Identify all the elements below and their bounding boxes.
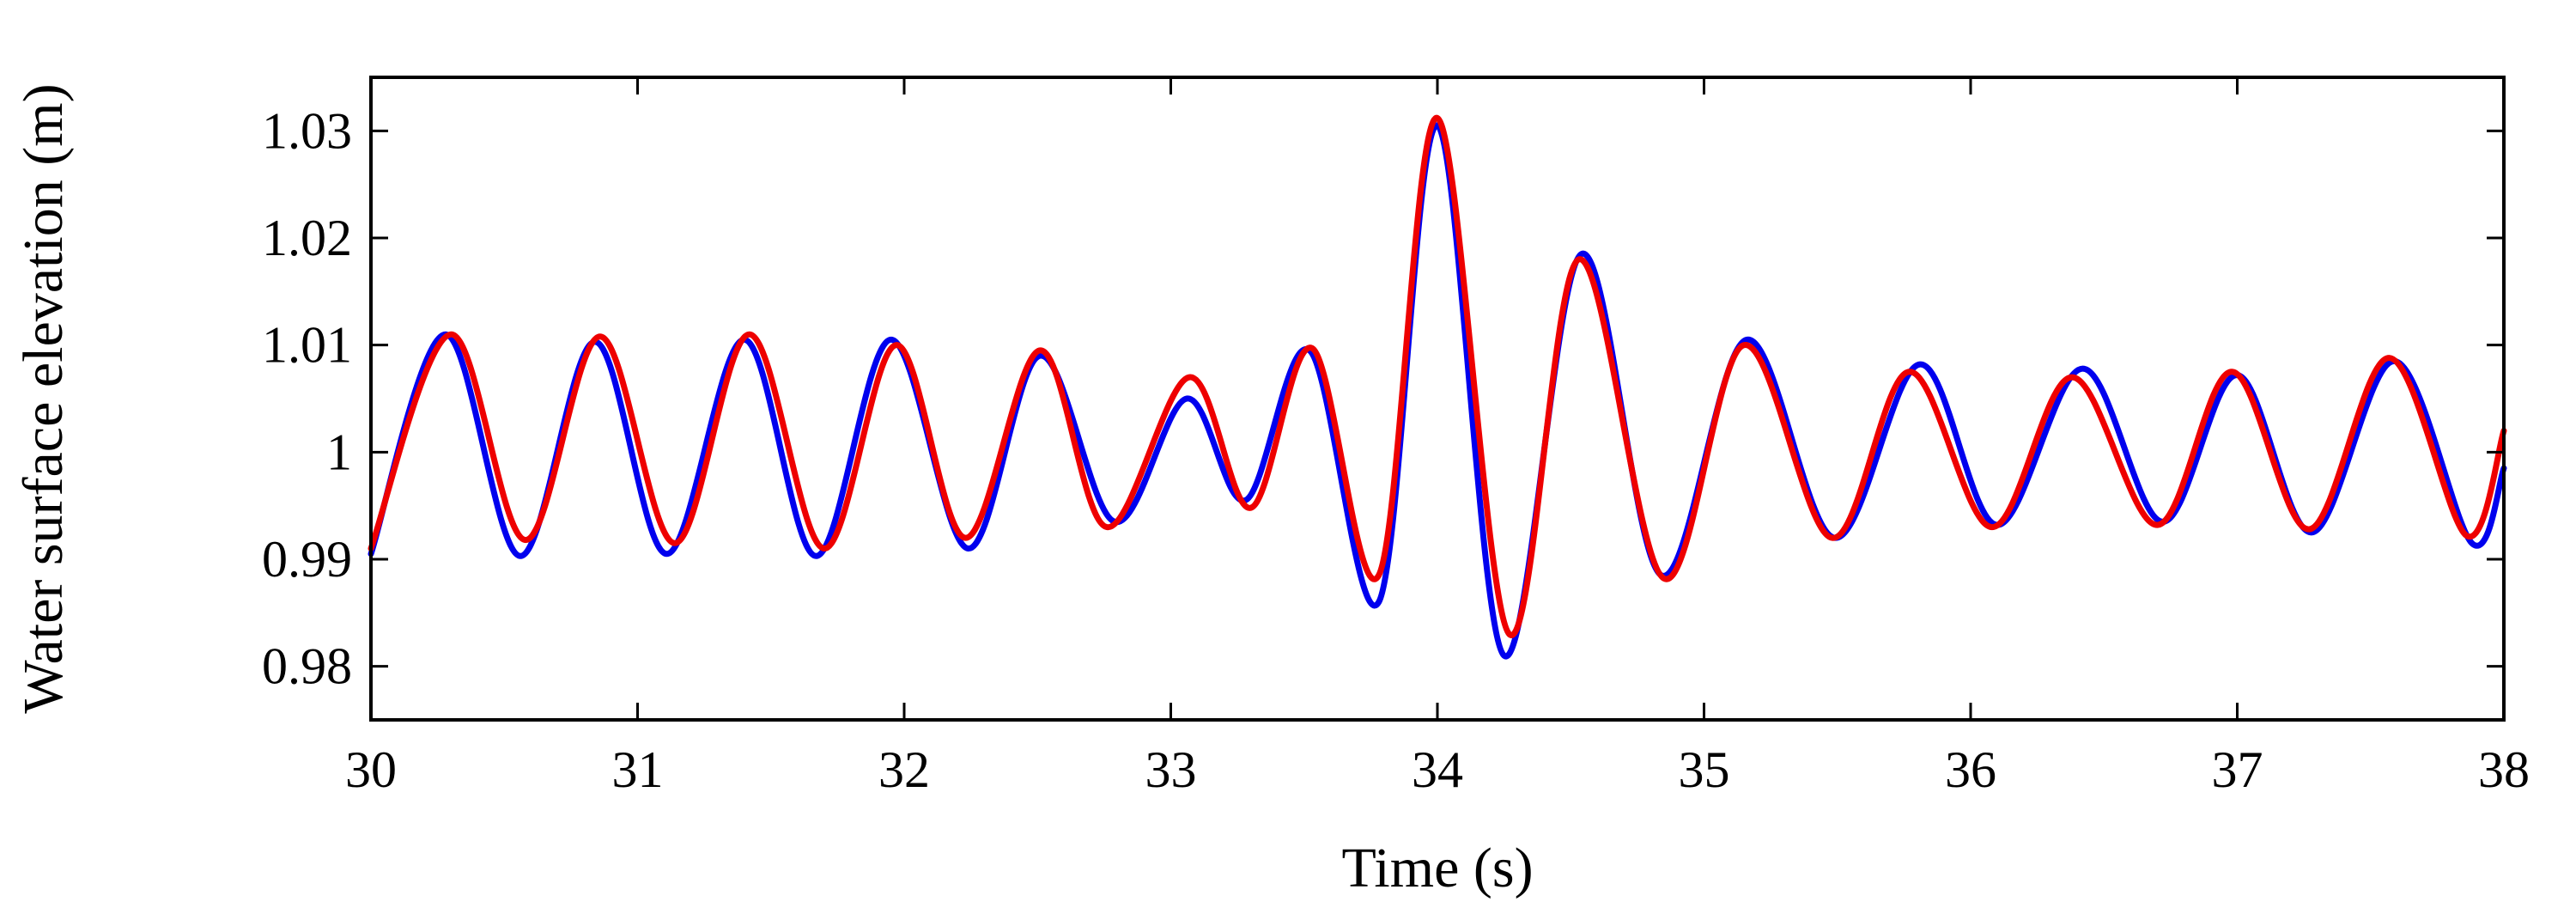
y-tick-label: 1 xyxy=(326,424,352,480)
series-line-1 xyxy=(368,122,2507,660)
y-tick-label: 1.01 xyxy=(262,317,352,374)
y-axis-title: Water surface elevation (m) xyxy=(12,83,75,713)
x-axis-title: Time (s) xyxy=(1341,837,1533,899)
y-tick-label: 0.98 xyxy=(262,638,352,695)
x-tick-label: 37 xyxy=(2212,741,2263,798)
x-tick-label: 36 xyxy=(1945,741,1996,798)
plot-frame xyxy=(369,76,2506,722)
ticks-layer: 30 31 32 33 34 35 36 37 38 0.98 0.99 1 1.01 1.02 1.03 xyxy=(262,77,2530,798)
x-tick-label: 33 xyxy=(1145,741,1197,798)
series-line-2 xyxy=(368,114,2507,638)
x-tick-label: 38 xyxy=(2478,741,2530,798)
y-tick-label: 1.03 xyxy=(262,102,352,159)
x-tick-label: 32 xyxy=(878,741,930,798)
series-layer xyxy=(368,114,2507,660)
x-tick-label: 31 xyxy=(612,741,664,798)
x-tick-label: 35 xyxy=(1679,741,1730,798)
y-tick-label: 1.02 xyxy=(262,210,352,266)
y-tick-label: 0.99 xyxy=(262,531,352,588)
x-tick-label: 34 xyxy=(1412,741,1463,798)
x-tick-label: 30 xyxy=(345,741,397,798)
